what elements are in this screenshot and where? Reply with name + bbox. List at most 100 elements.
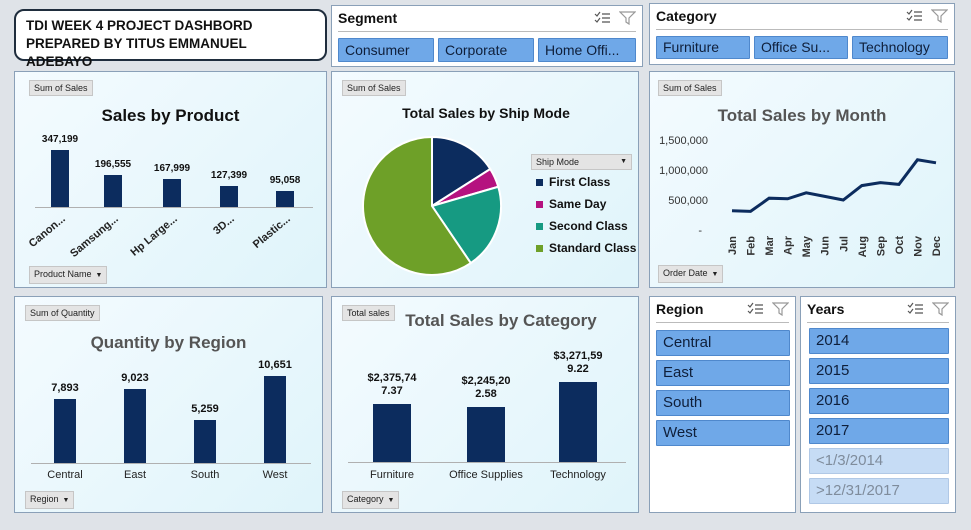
x-tick-label: Central	[47, 469, 83, 481]
pie-slice[interactable]	[430, 185, 502, 265]
y-tick-label: 500,000	[668, 195, 708, 207]
segment-option-consumer[interactable]: Consumer	[338, 38, 434, 62]
bar[interactable]	[163, 179, 181, 207]
clear-filter-icon[interactable]	[619, 11, 636, 25]
legend-swatch	[536, 222, 543, 230]
bar[interactable]	[276, 191, 294, 207]
region-option-west[interactable]: West	[656, 420, 790, 446]
y-tick-label: 1,000,000	[659, 165, 708, 177]
segment-option-corporate[interactable]: Corporate	[438, 38, 534, 62]
filter-dropdown-icon: ▼	[95, 272, 103, 279]
x-tick-label: Furniture	[369, 469, 415, 481]
x-tick-label: Technology	[550, 469, 606, 481]
multi-select-icon[interactable]	[747, 302, 764, 316]
bar[interactable]	[467, 407, 505, 462]
field-chip[interactable]: Sum of Quantity	[25, 305, 100, 321]
line-plot: 1,500,000 1,000,000 500,000 - Jan Feb Mar Apr Ma…	[659, 135, 943, 257]
filter-label: Ship Mode	[536, 157, 580, 167]
legend-item[interactable]: First Class	[536, 175, 610, 189]
bar[interactable]	[194, 420, 216, 463]
sales-by-ship-mode-chart: Sum of Sales Total Sales by Ship Mode Sh…	[331, 71, 639, 288]
filter-dropdown-icon: ▼	[620, 158, 627, 165]
x-tick-label: Aug	[857, 236, 869, 257]
x-tick-label: Jun	[820, 236, 832, 256]
filter-dropdown-icon: ▼	[711, 271, 719, 278]
category-option-furniture[interactable]: Furniture	[656, 36, 750, 59]
x-tick-label: Dec	[931, 236, 943, 256]
category-option-technology[interactable]: Technology	[852, 36, 948, 59]
segment-option-home-office[interactable]: Home Offi...	[538, 38, 636, 62]
chart-title: Total Sales by Ship Mode	[402, 105, 570, 121]
filter-label: Category	[347, 494, 384, 504]
data-label: 347,199	[41, 134, 79, 145]
order-date-filter[interactable]: Order Date ▼	[658, 265, 724, 283]
x-axis	[35, 207, 313, 208]
bar[interactable]	[559, 382, 597, 462]
x-tick-label: Jul	[838, 236, 850, 252]
clear-filter-icon[interactable]	[932, 302, 949, 316]
sales-by-product-chart: Sum of Sales Sales by Product Product Na…	[14, 71, 327, 288]
clear-filter-icon[interactable]	[772, 302, 789, 316]
bar[interactable]	[373, 403, 411, 462]
year-option-2015[interactable]: 2015	[809, 358, 949, 384]
product-name-filter[interactable]: Product Name ▼	[29, 266, 108, 284]
field-chip[interactable]: Total sales	[342, 305, 395, 321]
data-label: 167,999	[153, 163, 191, 175]
region-option-central[interactable]: Central	[656, 330, 790, 356]
region-option-south[interactable]: South	[656, 390, 790, 416]
legend-swatch	[536, 178, 543, 186]
pie-slice[interactable]	[431, 135, 492, 208]
data-label: 9,023	[121, 372, 149, 385]
filter-dropdown-icon: ▼	[62, 497, 70, 504]
legend-swatch	[536, 244, 543, 252]
segment-slicer: Segment Consumer Corporate Home Offi...	[331, 5, 643, 67]
bar[interactable]	[104, 174, 122, 207]
field-chip[interactable]: Sum of Sales	[29, 80, 93, 96]
data-label: 10,651	[258, 359, 292, 371]
x-tick-label: Nov	[912, 235, 924, 257]
sales-line[interactable]	[731, 158, 937, 213]
clear-filter-icon[interactable]	[931, 9, 948, 23]
legend-swatch	[536, 200, 543, 208]
legend-item[interactable]: Same Day	[536, 197, 606, 211]
year-option-after-2017[interactable]: >12/31/2017	[809, 478, 949, 504]
year-option-2014[interactable]: 2014	[809, 328, 949, 354]
legend-item[interactable]: Standard Class	[536, 241, 636, 255]
field-chip[interactable]: Sum of Sales	[342, 80, 406, 96]
x-tick-label: Apr	[783, 235, 795, 255]
year-option-2016[interactable]: 2016	[809, 388, 949, 414]
multi-select-icon[interactable]	[594, 11, 611, 25]
chart-title: Quantity by Region	[90, 333, 247, 352]
x-axis	[31, 463, 311, 464]
pie-slice[interactable]	[362, 135, 473, 276]
bar[interactable]	[220, 186, 238, 207]
bar[interactable]	[264, 376, 286, 463]
bar[interactable]	[54, 398, 76, 463]
year-option-2017[interactable]: 2017	[809, 418, 949, 444]
legend-label: Standard Class	[549, 241, 637, 255]
legend-item[interactable]: Second Class	[536, 219, 628, 233]
chart-title: Total Sales by Month	[717, 106, 887, 125]
multi-select-icon[interactable]	[906, 9, 923, 23]
data-label: 2.58	[475, 388, 497, 401]
x-tick-label: Oct	[894, 236, 906, 255]
category-filter[interactable]: Category ▼	[342, 491, 400, 509]
segment-slicer-title: Segment	[338, 10, 398, 26]
filter-dropdown-icon: ▼	[387, 497, 395, 504]
x-axis	[348, 462, 626, 463]
region-option-east[interactable]: East	[656, 360, 790, 386]
data-label: $2,245,20	[461, 375, 511, 388]
filter-label: Order Date	[663, 268, 708, 278]
filter-label: Region	[30, 494, 59, 504]
category-option-office-supplies[interactable]: Office Su...	[754, 36, 848, 59]
region-filter[interactable]: Region ▼	[25, 491, 75, 509]
sales-by-category-chart: Total sales Total Sales by Category Cate…	[331, 296, 639, 513]
ship-mode-filter[interactable]: Ship Mode ▼	[531, 154, 632, 170]
year-option-before-2014[interactable]: <1/3/2014	[809, 448, 949, 474]
x-tick-label: Mar	[764, 235, 776, 255]
category-slicer-title: Category	[656, 8, 717, 24]
bar[interactable]	[51, 150, 69, 207]
multi-select-icon[interactable]	[907, 302, 924, 316]
bar[interactable]	[124, 389, 146, 463]
field-chip[interactable]: Sum of Sales	[658, 80, 722, 96]
